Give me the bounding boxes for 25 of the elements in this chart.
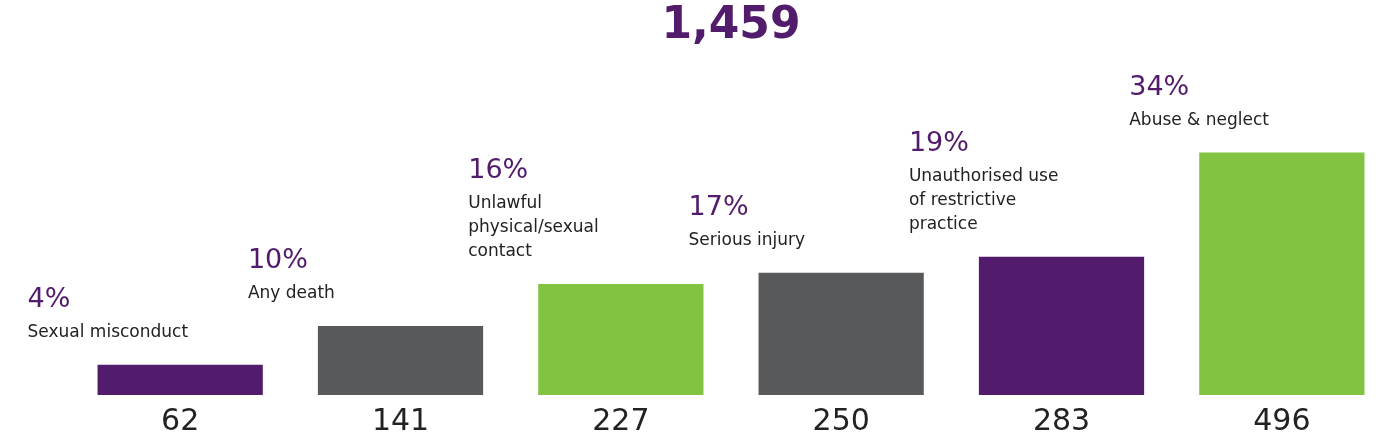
data-label: 496 xyxy=(1253,401,1311,437)
data-label: 283 xyxy=(1032,401,1091,437)
x-tick-label: Sexual misconduct xyxy=(27,320,189,341)
chart-title: 1,459 xyxy=(661,0,801,48)
x-tick-label: Any death xyxy=(247,282,335,303)
bar xyxy=(1199,152,1365,395)
annotation: 16% xyxy=(468,153,529,185)
bar xyxy=(317,326,484,395)
bar xyxy=(97,364,263,395)
text: 34% xyxy=(1129,69,1190,101)
annotation: 19% xyxy=(908,125,969,157)
bar xyxy=(538,284,704,395)
annotation: 17% xyxy=(688,189,749,221)
x-tick-label: Unlawful physical/sexual contact xyxy=(468,192,599,261)
annotation: 4% xyxy=(27,281,71,313)
x-tick-label: Serious injury xyxy=(688,228,805,249)
data-label: 141 xyxy=(371,401,430,437)
data-label: 250 xyxy=(812,401,870,437)
data-label: 227 xyxy=(592,401,650,437)
x-tick-label: Unauthorised use of restrictive practice xyxy=(908,164,1059,233)
bar xyxy=(758,272,924,395)
bar xyxy=(978,256,1145,395)
x-tick-label: Abuse & neglect xyxy=(1129,108,1270,129)
data-label: 62 xyxy=(161,401,200,437)
annotation: 10% xyxy=(247,243,308,275)
